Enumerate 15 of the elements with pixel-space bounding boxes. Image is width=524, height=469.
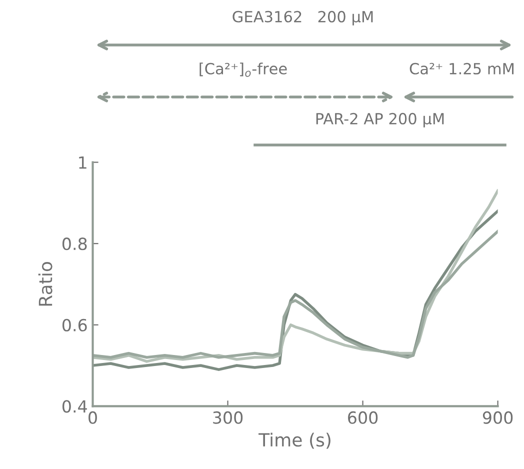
text: Ca²⁺ 1.25 mM [410,62,514,74]
text: [Ca²⁺]$_{o}$-free [200,62,287,77]
y-tick-label: 1 [79,156,86,169]
y-tick-label: 0.6 [62,318,87,332]
y-axis-title: Ratio [38,262,52,306]
x-tick-label: 0 [88,411,97,424]
x-tick-label: 300 [213,411,243,424]
x-tick-label: 600 [348,411,378,424]
text: GEA3162 200 μM [232,10,373,26]
x-axis-title: Time (s) [258,432,330,449]
y-tick-label: 0.8 [62,238,87,250]
y-tick-label: 0.4 [62,400,87,413]
x-tick-label: 900 [482,411,513,424]
line-series [92,230,498,359]
text: PAR-2 AP 200 μM [316,112,444,128]
